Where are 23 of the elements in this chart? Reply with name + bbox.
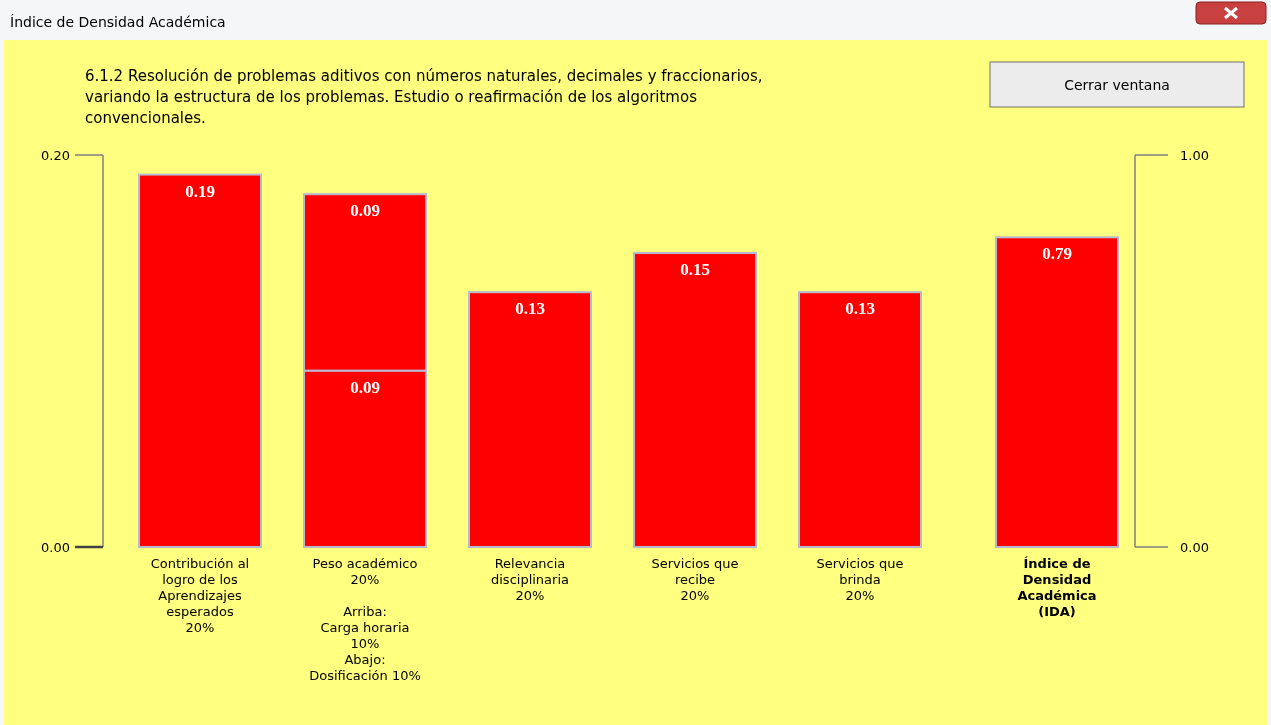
y2-tick-label: 0.00 <box>1180 540 1209 555</box>
data-label: 0.79 <box>1042 244 1072 264</box>
data-label: 0.13 <box>515 299 545 319</box>
y-tick-label: 0.20 <box>41 148 70 163</box>
data-label: 0.09 <box>350 377 380 397</box>
bar <box>798 291 922 548</box>
bar <box>633 252 757 548</box>
x-tick-label: Índice de Densidad Académica (IDA) <box>1017 556 1097 619</box>
data-label: 0.13 <box>845 299 875 319</box>
x-tick-label: Relevancia disciplinaria 20% <box>491 556 569 603</box>
data-label: 0.09 <box>350 201 380 221</box>
y2-tick-label: 1.00 <box>1180 148 1209 163</box>
data-label: 0.15 <box>680 260 710 279</box>
chart-subtitle: 6.1.2 Resolución de problemas aditivos con números naturales, decimales y fraccionarios, variando la estructura de los problemas. Estudio o reafirmación de los algoritmos convencionales. <box>85 67 763 127</box>
x-tick-label: Servicios que brinda 20% <box>816 556 904 603</box>
x-tick-label: Contribución al logro de los Aprendizajes esperados 20% <box>150 556 250 635</box>
bar <box>468 291 592 548</box>
data-label: 0.19 <box>185 181 215 201</box>
chart-title: Índice de Densidad Académica <box>10 14 226 30</box>
button: Cerrar ventana <box>989 61 1245 108</box>
category-label: Peso académico 20% Arriba: Carga horaria 10% Abajo: Dosificación 10% <box>309 556 421 683</box>
x-tick-label: Servicios que recibe 20% <box>651 556 739 603</box>
bar <box>138 173 262 548</box>
